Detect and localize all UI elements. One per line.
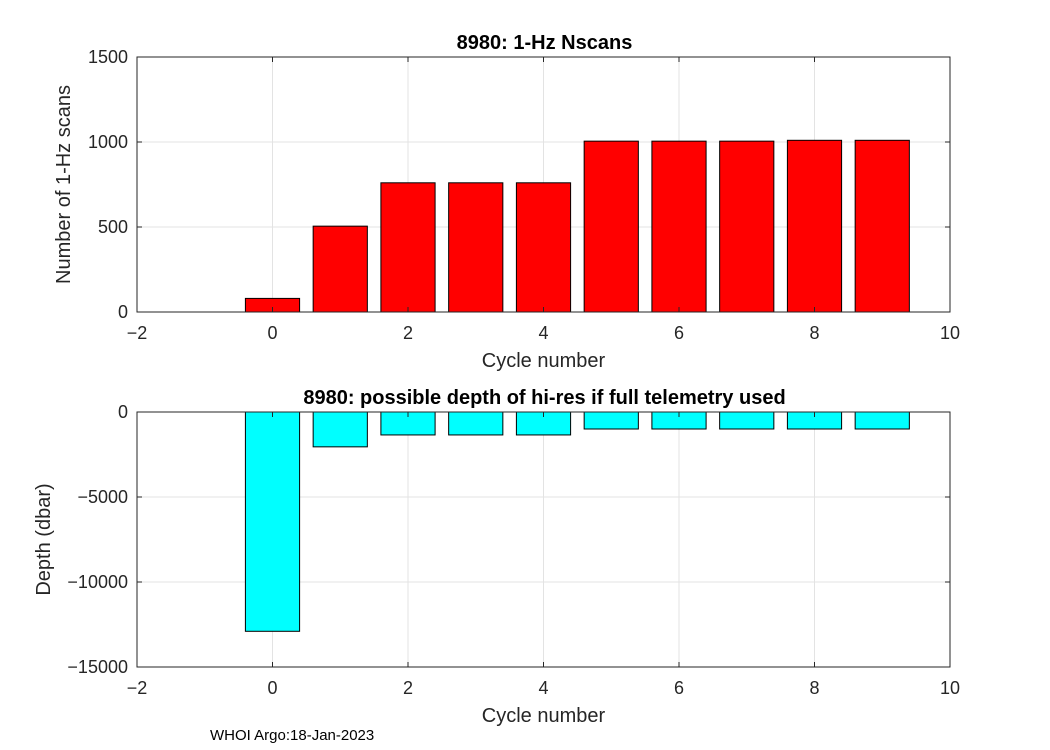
x-tick-label: 10 (940, 678, 960, 698)
y-tick-label: 0 (118, 402, 128, 422)
bar-cycle-1 (312, 225, 368, 313)
x-tick-label: 6 (674, 323, 684, 343)
bar-cycle-6 (651, 140, 707, 313)
y-axis-label: Number of 1-Hz scans (53, 85, 75, 284)
y-tick-label: 1000 (88, 132, 128, 152)
bottom-chart: −2 0 2 4 6 8 10 −15000 −10000 −5000 0 8980: possibl… (33, 387, 960, 727)
x-tick-label: 0 (267, 323, 277, 343)
footer-text: WHOI Argo:18-Jan-2023 (210, 727, 375, 744)
x-tick-label: 4 (538, 678, 548, 698)
y-tick-label: 1500 (88, 47, 128, 67)
x-tick-label: 10 (940, 323, 960, 343)
y-tick-label: −10000 (67, 572, 128, 592)
bar-cycle-4 (515, 182, 572, 313)
bar-cycle-3 (448, 182, 504, 313)
x-axis-label: Cycle number (482, 350, 606, 372)
bar-cycle-5 (583, 411, 639, 430)
x-tick-label: 8 (809, 323, 819, 343)
bar-cycle-8 (786, 139, 843, 313)
x-tick-label: 2 (403, 678, 413, 698)
bar-cycle-3 (448, 411, 504, 436)
bar-cycle-7 (719, 411, 775, 430)
bar-cycle-9 (854, 139, 910, 313)
chart-title: 8980: possible depth of hi-res if full t… (303, 387, 785, 409)
bar-cycle-9 (854, 411, 910, 430)
x-tick-label: −2 (127, 323, 148, 343)
chart-title: 8980: 1-Hz Nscans (457, 32, 633, 54)
y-tick-label: −15000 (67, 657, 128, 677)
x-axis-label: Cycle number (482, 705, 606, 727)
y-tick-label: −5000 (77, 487, 128, 507)
x-tick-label: 6 (674, 678, 684, 698)
x-tick-label: −2 (127, 678, 148, 698)
bar-cycle-2 (380, 182, 436, 313)
y-axis-label: Depth (dbar) (33, 483, 55, 595)
bar-cycle-0 (244, 411, 301, 632)
y-tick-label: 0 (118, 302, 128, 322)
x-tick-label: 8 (809, 678, 819, 698)
bar-cycle-1 (312, 411, 368, 448)
y-tick-label: 500 (98, 217, 128, 237)
x-tick-label: 4 (538, 323, 548, 343)
x-tick-label: 0 (267, 678, 277, 698)
x-tick-label: 2 (403, 323, 413, 343)
bar-cycle-7 (719, 140, 775, 313)
bar-cycle-5 (583, 140, 639, 313)
